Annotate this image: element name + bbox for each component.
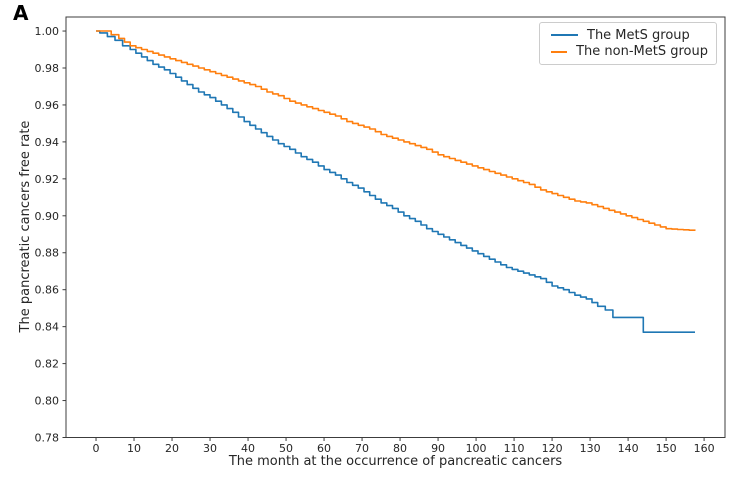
x-tick-label: 50 [279, 442, 293, 455]
x-axis-title: The month at the occurrence of pancreati… [228, 454, 563, 469]
legend-entry-label: The MetS group [587, 27, 690, 43]
x-tick-label: 70 [355, 442, 369, 455]
plot-frame [65, 16, 726, 438]
legend-line-swatch-non-mets [551, 50, 568, 53]
legend: The MetS group The non-MetS group [539, 22, 717, 65]
y-tick-label: 0.86 [35, 284, 60, 297]
x-tick-label: 30 [203, 442, 217, 455]
legend-entry-mets: The MetS group [548, 28, 708, 43]
series-line-the-non-mets-group [96, 30, 696, 231]
y-tick-label: 0.98 [35, 62, 60, 75]
y-tick-label: 0.80 [35, 395, 60, 408]
y-tick-label: 0.78 [35, 432, 60, 445]
x-tick-label: 0 [93, 442, 100, 455]
legend-entry-non-mets: The non-MetS group [548, 44, 708, 59]
x-tick-label: 10 [127, 442, 141, 455]
x-tick-label: 160 [694, 442, 715, 455]
y-tick-label: 0.94 [35, 136, 60, 149]
x-tick-label: 110 [504, 442, 525, 455]
x-tick-label: 120 [542, 442, 563, 455]
x-tick-label: 40 [241, 442, 255, 455]
x-tick-label: 130 [580, 442, 601, 455]
panel-label: A [13, 1, 29, 25]
x-tick-label: 140 [618, 442, 639, 455]
y-tick-label: 0.90 [35, 210, 60, 223]
x-tick-label: 90 [431, 442, 445, 455]
x-tick-label: 150 [656, 442, 677, 455]
y-tick-label: 0.84 [35, 321, 60, 334]
x-tick-label: 20 [165, 442, 179, 455]
x-tick-label: 80 [393, 442, 407, 455]
legend-entry-label: The non-MetS group [576, 44, 708, 60]
y-tick-label: 0.88 [35, 247, 60, 260]
y-tick-label: 0.96 [35, 99, 60, 112]
x-tick-label: 100 [466, 442, 487, 455]
y-tick-label: 1.00 [35, 25, 60, 38]
y-tick-label: 0.82 [35, 358, 60, 371]
series-line-the-mets-group [96, 30, 695, 333]
y-axis-title: The pancreatic cancers free rate [18, 120, 33, 333]
legend-line-swatch-mets [551, 34, 578, 37]
x-tick-label: 60 [317, 442, 331, 455]
y-tick-label: 0.92 [35, 173, 60, 186]
